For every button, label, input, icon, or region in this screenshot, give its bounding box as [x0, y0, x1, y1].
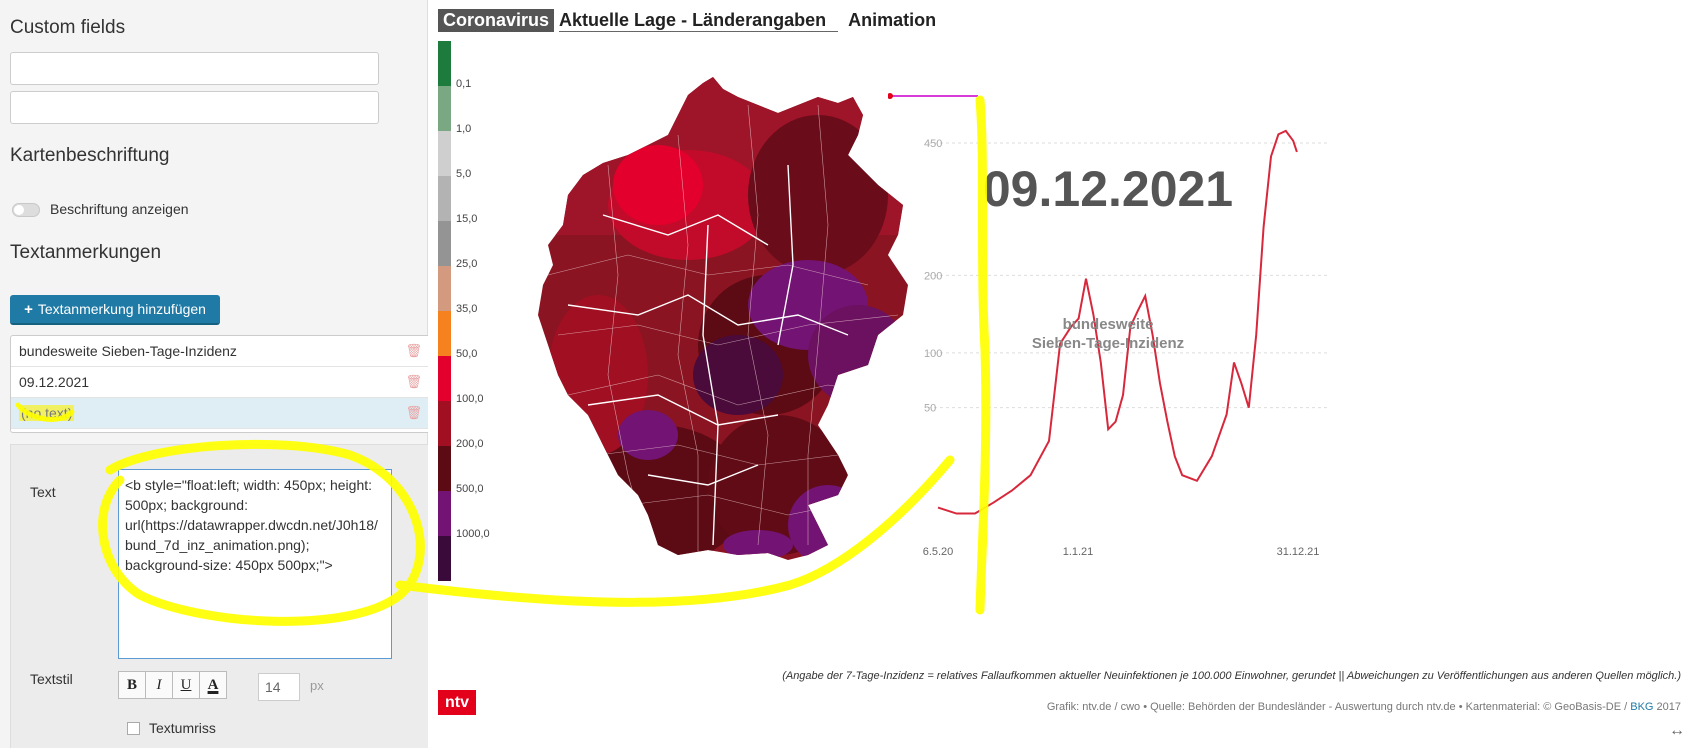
- plus-icon: +: [24, 300, 33, 318]
- y-tick-label: 100: [924, 348, 942, 360]
- germany-district-map: [538, 77, 908, 560]
- text-label: Text: [30, 484, 56, 500]
- legend-label: 50,0: [456, 348, 478, 360]
- ntv-logo: ntv: [438, 690, 476, 715]
- x-tick-label: 6.5.20: [923, 546, 954, 558]
- underline-button[interactable]: U: [172, 671, 200, 699]
- source-note: (Angabe der 7-Tage-Inzidenz = relatives …: [782, 670, 1681, 682]
- credit-year: 2017: [1653, 701, 1681, 713]
- legend-label: 35,0: [456, 303, 478, 315]
- chart-subtitle-line2: Sieben-Tage-Inzidenz: [1031, 335, 1185, 352]
- show-labels-label: Beschriftung anzeigen: [50, 201, 189, 217]
- trash-icon[interactable]: 🗑: [405, 405, 422, 420]
- show-labels-toggle[interactable]: [12, 203, 40, 217]
- text-color-button[interactable]: A: [199, 671, 227, 699]
- trash-icon[interactable]: 🗑: [405, 374, 422, 389]
- map-labels-title: Kartenbeschriftung: [10, 145, 170, 166]
- legend-swatch: [438, 41, 451, 86]
- legend-swatch: [438, 221, 451, 266]
- legend-swatch: [438, 491, 451, 536]
- text-annotations-title: Textanmerkungen: [10, 242, 162, 263]
- nav-coronavirus[interactable]: Coronavirus: [438, 9, 555, 32]
- legend-label: 25,0: [456, 258, 478, 270]
- text-style-toolbar: B I U A: [118, 671, 227, 701]
- annotation-label: bundesweite Sieben-Tage-Inzidenz: [19, 343, 237, 359]
- progress-dot: [888, 93, 893, 99]
- legend-swatch: [438, 266, 451, 311]
- legend-label: 5,0: [456, 168, 472, 180]
- x-tick-label: 31.12.21: [1277, 546, 1320, 558]
- y-tick-label: 200: [924, 270, 942, 282]
- legend-swatch: [438, 131, 451, 176]
- chart-subtitle-line1: bundesweite: [1062, 316, 1154, 333]
- font-unit-label: px: [310, 678, 324, 693]
- add-annotation-label: Textanmerkung hinzufügen: [37, 301, 206, 317]
- resize-icon[interactable]: ↔: [1669, 722, 1685, 739]
- custom-field-input-2[interactable]: [10, 91, 379, 124]
- italic-button[interactable]: I: [145, 671, 173, 699]
- legend-swatch: [438, 176, 451, 221]
- credit-line: Grafik: ntv.de / cwo • Quelle: Behörden …: [1047, 701, 1681, 713]
- chart-date: 09.12.2021: [982, 161, 1234, 217]
- annotation-item-selected[interactable]: (no text) 🗑: [11, 398, 438, 429]
- annotation-detail: Text <b style="float:left; width: 450px;…: [10, 444, 439, 748]
- add-annotation-button[interactable]: + Textanmerkung hinzufügen: [10, 295, 220, 325]
- annotation-item[interactable]: bundesweite Sieben-Tage-Inzidenz 🗑: [11, 336, 438, 367]
- legend-swatch: [438, 356, 451, 401]
- credit-text: Grafik: ntv.de / cwo • Quelle: Behörden …: [1046, 701, 1631, 713]
- preview-nav: Coronavirus Aktuelle Lage - Länderangabe…: [438, 9, 936, 32]
- nav-lage[interactable]: Aktuelle Lage - Länderangaben: [559, 10, 839, 32]
- bkg-link[interactable]: BKG: [1630, 701, 1654, 713]
- legend-swatch: [438, 311, 451, 356]
- chart-preview: Coronavirus Aktuelle Lage - Länderangabe…: [428, 0, 1697, 748]
- legend-label: 500,0: [456, 483, 484, 495]
- legend-swatch: [438, 401, 451, 446]
- legend-label: 100,0: [456, 393, 484, 405]
- color-legend: 0,1 1,0 5,0 15,0 25,0 35,0 50,0 100,0 200,0 500,0…: [438, 41, 498, 581]
- text-outline-checkbox[interactable]: [127, 722, 140, 735]
- annotation-label: 09.12.2021: [19, 374, 90, 390]
- chart-subtitle: bundesweite Sieben-Tage-Inzidenz: [978, 315, 1238, 353]
- annotation-text-field[interactable]: <b style="float:left; width: 450px; heig…: [118, 469, 392, 659]
- annotation-label: (no text): [19, 405, 75, 421]
- custom-fields-title: Custom fields: [10, 17, 126, 38]
- x-tick-label: 1.1.21: [1063, 546, 1094, 558]
- legend-label: 0,1: [456, 78, 472, 90]
- bold-button[interactable]: B: [118, 671, 146, 699]
- legend-swatch: [438, 86, 451, 131]
- legend-label: 200,0: [456, 438, 484, 450]
- annotation-item[interactable]: 09.12.2021 🗑: [11, 367, 438, 398]
- text-style-label: Textstil: [30, 671, 73, 687]
- y-tick-label: 450: [924, 138, 942, 150]
- legend-label: 1,0: [456, 123, 472, 135]
- legend-swatch: [438, 536, 451, 581]
- custom-field-input-1[interactable]: [10, 52, 379, 85]
- editor-panel: Custom fields Kartenbeschriftung Beschri…: [0, 0, 439, 748]
- annotation-list: bundesweite Sieben-Tage-Inzidenz 🗑 09.12…: [10, 335, 439, 433]
- nav-animation[interactable]: Animation: [848, 10, 937, 30]
- legend-label: 1000,0: [456, 528, 490, 540]
- trash-icon[interactable]: 🗑: [405, 343, 422, 358]
- y-tick-label: 50: [924, 403, 936, 415]
- incidence-series-line: [937, 129, 1298, 515]
- text-outline-label: Textumriss: [149, 720, 216, 736]
- legend-swatch: [438, 446, 451, 491]
- font-size-input[interactable]: 14: [258, 673, 300, 701]
- legend-label: 15,0: [456, 213, 478, 225]
